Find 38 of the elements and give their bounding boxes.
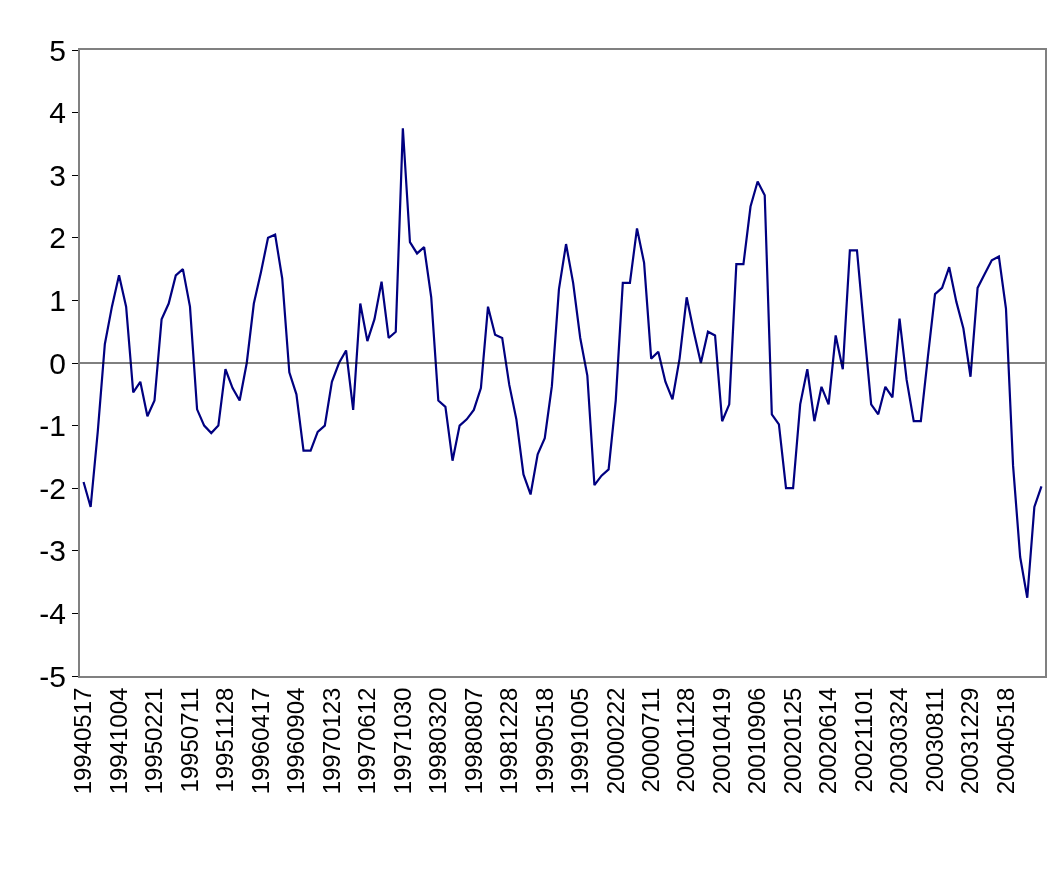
y-tick-label: -2 bbox=[39, 471, 66, 505]
x-tick-label: 20010419 bbox=[707, 687, 735, 795]
x-tick-label: 19980807 bbox=[459, 687, 487, 795]
x-tick-label: 19960904 bbox=[282, 687, 310, 795]
y-tick-label: 0 bbox=[49, 346, 66, 380]
y-tick-label: 5 bbox=[49, 33, 66, 67]
y-tick-label: 2 bbox=[49, 221, 66, 255]
x-tick-label: 20040518 bbox=[991, 687, 1019, 795]
x-tick-label: 19981228 bbox=[495, 687, 523, 795]
y-tick-label: 1 bbox=[49, 283, 66, 317]
x-tick-label: 20010906 bbox=[743, 687, 771, 795]
y-tick-label: -4 bbox=[39, 596, 66, 630]
x-tick-label: 19971030 bbox=[388, 687, 416, 795]
x-tick-label: 19941004 bbox=[104, 687, 132, 795]
x-tick-label: 20030324 bbox=[885, 687, 913, 795]
x-tick-label: 20031229 bbox=[956, 687, 984, 795]
y-tick-label: -5 bbox=[39, 659, 66, 693]
x-tick-label: 19991005 bbox=[566, 687, 594, 795]
x-tick-label: 20001128 bbox=[672, 687, 700, 793]
x-tick-label: 19980320 bbox=[424, 687, 452, 795]
y-tick-label: -1 bbox=[39, 409, 66, 443]
x-tick-label: 20000711 bbox=[636, 687, 664, 793]
x-tick-label: 19950711 bbox=[175, 687, 203, 793]
x-tick-label: 19950221 bbox=[140, 687, 168, 795]
y-tick-label: 4 bbox=[49, 96, 66, 130]
x-tick-label: 19970123 bbox=[317, 687, 345, 795]
y-tick-label: -3 bbox=[39, 534, 66, 568]
x-tick-label: 20020614 bbox=[814, 687, 842, 795]
x-tick-label: 19960417 bbox=[246, 687, 274, 795]
y-tick-label: 3 bbox=[49, 158, 66, 192]
x-tick-label: 19990518 bbox=[530, 687, 558, 795]
x-tick-label: 19951128 bbox=[211, 687, 239, 793]
x-tick-label: 19970612 bbox=[353, 687, 381, 795]
x-tick-label: 20000222 bbox=[601, 687, 629, 795]
x-tick-label: 20021101 bbox=[849, 687, 877, 793]
x-tick-label: 20030811 bbox=[920, 687, 948, 793]
x-tick-label: 20020125 bbox=[778, 687, 806, 795]
x-tick-label: 19940517 bbox=[69, 687, 97, 795]
